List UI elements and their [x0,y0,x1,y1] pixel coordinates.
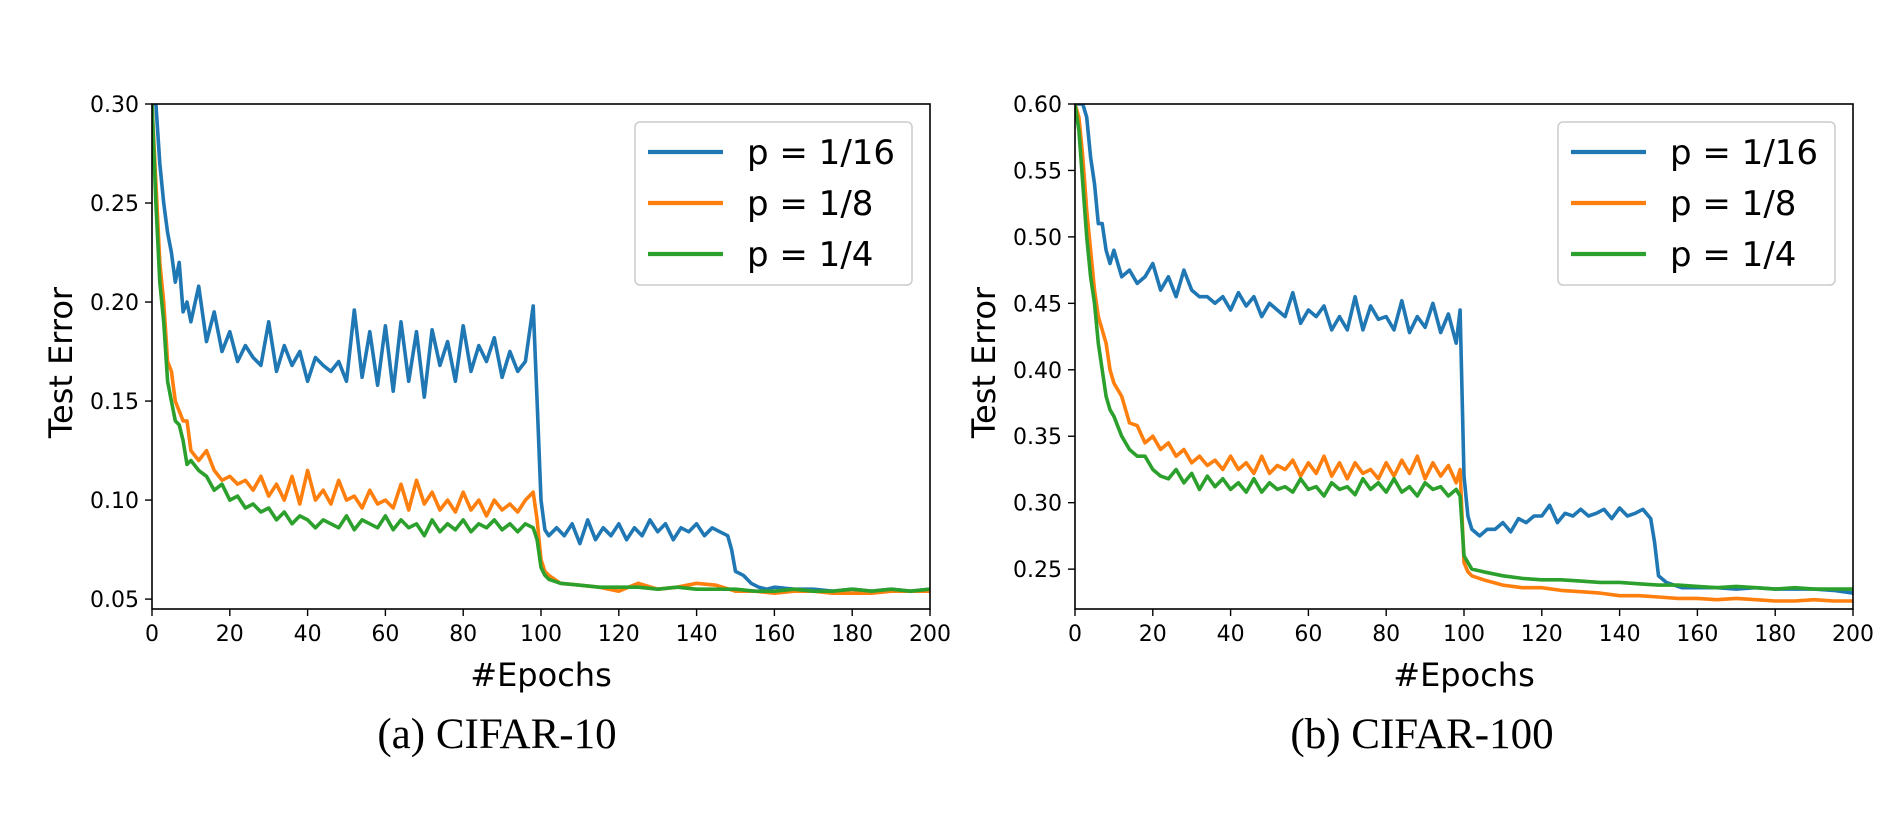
y-tick-label: 0.55 [1013,159,1062,184]
panel-caption: (b) CIFAR-100 [1290,711,1553,758]
y-tick-label: 0.45 [1013,292,1062,317]
x-tick-label: 180 [1754,622,1796,647]
x-tick-label: 0 [145,622,159,647]
legend-label-2: p = 1/4 [747,235,873,275]
x-tick-label: 80 [449,622,477,647]
y-axis-label: Test Error [965,286,1003,439]
x-tick-label: 20 [1139,622,1167,647]
legend-label-2: p = 1/4 [1670,235,1796,275]
x-tick-label: 100 [520,622,562,647]
y-tick-label: 0.05 [90,588,139,613]
legend-label-1: p = 1/8 [1670,184,1796,224]
y-tick-label: 0.30 [1013,492,1062,517]
y-tick-label: 0.25 [90,192,139,217]
legend-label-0: p = 1/16 [747,133,895,173]
series-lines [152,104,930,595]
y-tick-label: 0.25 [1013,558,1062,583]
x-tick-label: 140 [1599,622,1641,647]
x-tick-label: 100 [1443,622,1485,647]
y-tick-label: 0.15 [90,390,139,415]
x-tick-label: 0 [1068,622,1082,647]
x-tick-label: 60 [371,622,399,647]
panel-cifar100: 0 20 40 60 80 100 120 140 160 180 200 0.25 0.30 0.35 0… [965,93,1874,758]
legend: p = 1/16 p = 1/8 p = 1/4 [634,121,913,286]
x-tick-label: 120 [1521,622,1563,647]
x-axis-label: #Epochs [1393,656,1534,694]
y-tick-label: 0.40 [1013,359,1062,384]
panel-cifar10: 0 20 40 60 80 100 120 140 160 180 200 0.05 0.10 0.15 0… [42,93,951,758]
x-tick-label: 60 [1294,622,1322,647]
y-tick-label: 0.30 [90,93,139,118]
legend-label-0: p = 1/16 [1670,133,1818,173]
x-tick-label: 20 [216,622,244,647]
x-tick-label: 160 [753,622,795,647]
panel-caption: (a) CIFAR-10 [377,711,616,758]
x-tick-label: 180 [831,622,873,647]
series-line-2 [1075,104,1853,591]
x-tick-label: 120 [598,622,640,647]
y-tick-label: 0.20 [90,291,139,316]
y-axis-label: Test Error [42,286,80,439]
y-tick-label: 0.35 [1013,425,1062,450]
series-lines [1075,104,1853,603]
y-tick-label: 0.10 [90,489,139,514]
x-tick-label: 200 [909,622,951,647]
series-line-0 [152,104,930,593]
x-tick-label: 80 [1372,622,1400,647]
x-tick-label: 40 [1217,622,1245,647]
x-tick-label: 160 [1676,622,1718,647]
x-tick-label: 200 [1832,622,1874,647]
legend-box [1557,121,1836,286]
series-line-1 [1075,104,1853,603]
y-tick-label: 0.60 [1013,93,1062,118]
x-tick-label: 140 [676,622,718,647]
x-axis-label: #Epochs [470,656,611,694]
series-line-2 [152,104,930,593]
series-line-0 [1075,104,1853,595]
legend-box [634,121,913,286]
x-tick-label: 40 [294,622,322,647]
y-tick-label: 0.50 [1013,226,1062,251]
legend-label-1: p = 1/8 [747,184,873,224]
legend: p = 1/16 p = 1/8 p = 1/4 [1557,121,1836,286]
